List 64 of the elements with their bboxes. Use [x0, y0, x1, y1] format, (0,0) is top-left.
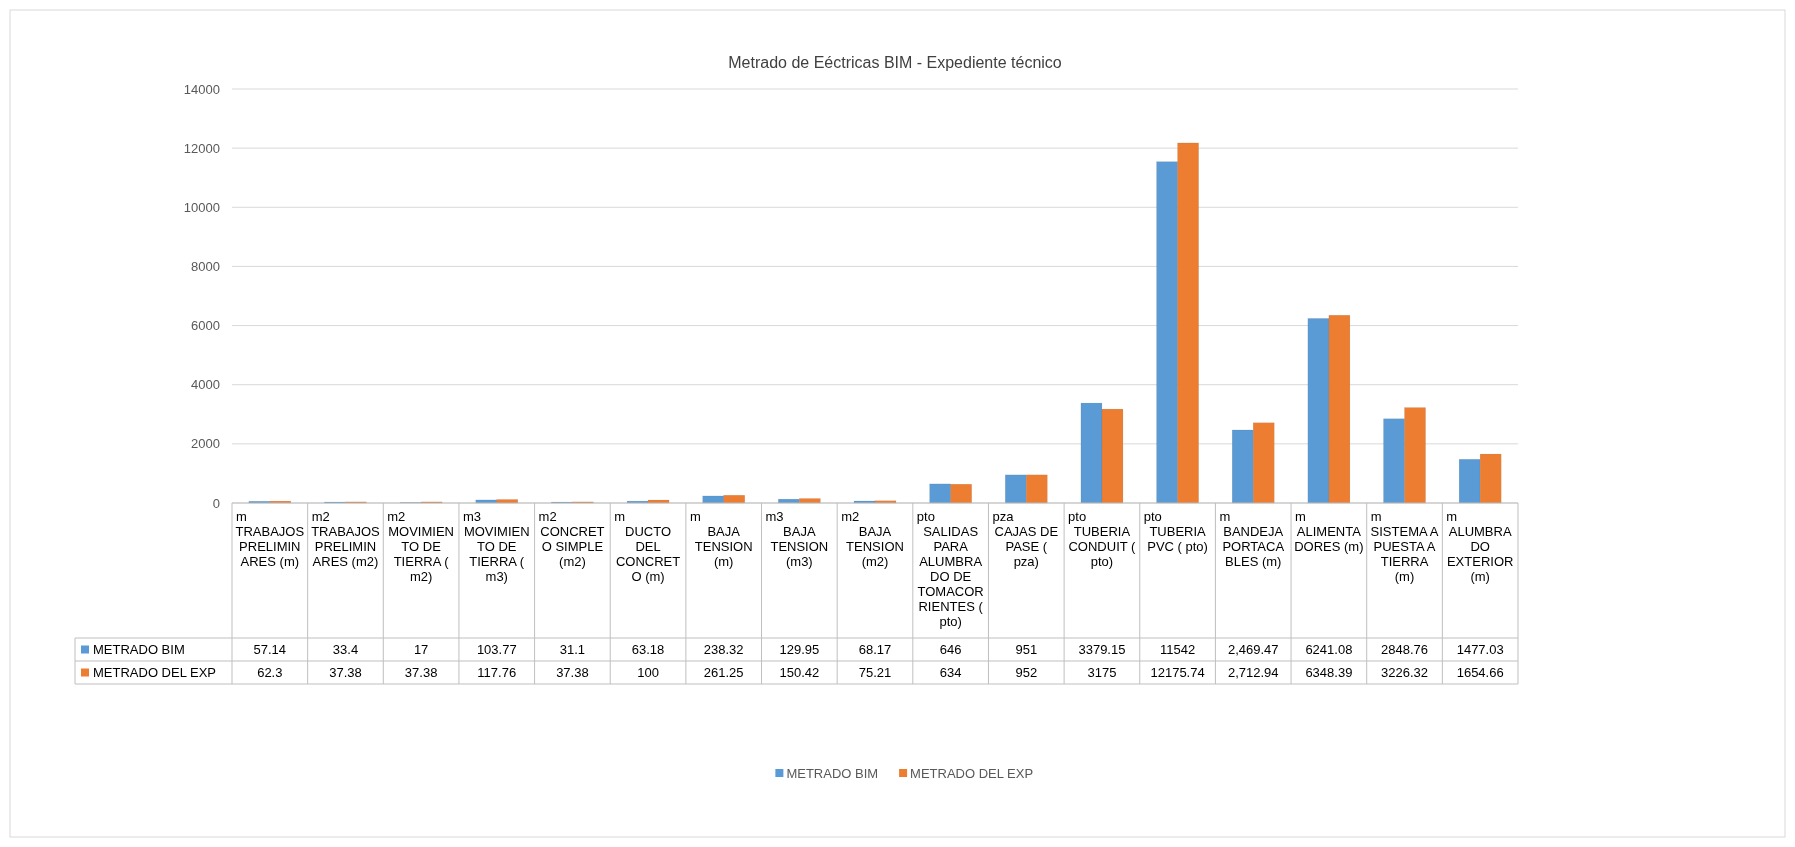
x-tick-label: m DUCTO DEL CONCRETO (m): [614, 509, 681, 584]
data-label: 17: [413, 642, 429, 657]
data-label: 6348.39: [1305, 665, 1353, 680]
data-label: 37.38: [404, 665, 438, 680]
data-label: 3226.32: [1381, 665, 1429, 680]
x-tick-label: m BAJA TENSION (m): [689, 509, 753, 569]
x-tick-label: m BANDEJA PORTACABLES (m): [1219, 509, 1285, 569]
x-tick-label: pto SALIDAS PARA ALUMBRADO DE TOMACORRIENTES ( pto): [916, 509, 984, 629]
x-tick-label: m ALUMBRADO EXTERIOR (m): [1446, 509, 1514, 584]
data-label: 31.1: [559, 642, 586, 657]
y-tick-label: 2000: [191, 436, 220, 452]
y-tick-label: 0: [212, 495, 220, 511]
data-label: 634: [939, 665, 962, 680]
x-tick-label: m3 BAJA TENSION (m3): [765, 509, 829, 569]
data-label: 238.32: [703, 642, 744, 657]
x-tick-label: pto TUBERIA PVC ( pto): [1143, 509, 1208, 554]
data-label: 261.25: [703, 665, 744, 680]
data-label: 57.14: [253, 642, 287, 657]
data-label: 103.77: [476, 642, 517, 657]
y-tick-label: 8000: [191, 258, 220, 274]
data-label: 11542: [1159, 642, 1196, 657]
legend-label: METRADO DEL EXP: [93, 665, 217, 680]
data-label: 68.17: [858, 642, 892, 657]
x-tick-label: pza CAJAS DE PASE ( pza): [992, 509, 1059, 569]
data-label: 1477.03: [1456, 642, 1504, 657]
data-label: 951: [1015, 642, 1038, 657]
data-label: 150.42: [779, 665, 820, 680]
data-label: 62.3: [257, 665, 283, 680]
data-label: 6241.08: [1305, 642, 1353, 657]
x-tick-label: m2 BAJA TENSION (m2): [841, 509, 904, 569]
data-label: 1654.66: [1456, 665, 1504, 680]
y-tick-label: 4000: [191, 377, 220, 393]
x-tick-label: m2 CONCRETO SIMPLE (m2): [538, 509, 605, 569]
data-label: 117.76: [477, 665, 517, 680]
data-label: 75.21: [858, 665, 892, 680]
data-label: 37.38: [556, 665, 589, 680]
legend-label: METRADO BIM: [93, 642, 185, 657]
x-tick-label: m2 MOVIMIENTO DE TIERRA ( m2): [387, 509, 454, 584]
y-tick-label: 14000: [183, 81, 220, 97]
data-label: 129.95: [779, 642, 820, 657]
data-label: 2,469.47: [1227, 642, 1279, 657]
text: METRADO BIM: [786, 766, 879, 781]
x-tick-label: m2 TRABAJOS PRELIMINARES (m2): [311, 509, 381, 569]
data-label: 3175: [1087, 665, 1117, 680]
data-label: 37.38: [329, 665, 362, 680]
data-label: 3379.15: [1078, 642, 1126, 657]
text: METRADO DEL EXP: [910, 766, 1034, 781]
y-tick-label: 12000: [183, 140, 220, 156]
y-tick-label: 10000: [183, 199, 220, 215]
x-tick-label: m SISTEMA A PUESTA A TIERRA (m): [1370, 509, 1439, 584]
x-tick-label: m TRABAJOS PRELIMINARES (m): [235, 509, 305, 569]
data-label: 2848.76: [1381, 642, 1429, 657]
data-label: 646: [939, 642, 962, 657]
x-tick-label: m ALIMENTADORES (m): [1294, 509, 1364, 554]
data-label: 12175.74: [1150, 665, 1205, 680]
data-label: 63.18: [631, 642, 665, 657]
data-label: 2,712.94: [1227, 665, 1279, 680]
x-tick-label: pto TUBERIA CONDUIT ( pto): [1068, 509, 1137, 569]
data-label: 952: [1015, 665, 1038, 680]
data-label: 33.4: [332, 642, 359, 657]
y-tick-label: 6000: [191, 318, 220, 334]
data-label: 100: [637, 665, 659, 680]
chart-title: Metrado de Eéctricas BIM - Expediente técnico: [728, 54, 1062, 71]
x-tick-label: m3 MOVIMIENTO DE TIERRA ( m3): [462, 509, 530, 584]
